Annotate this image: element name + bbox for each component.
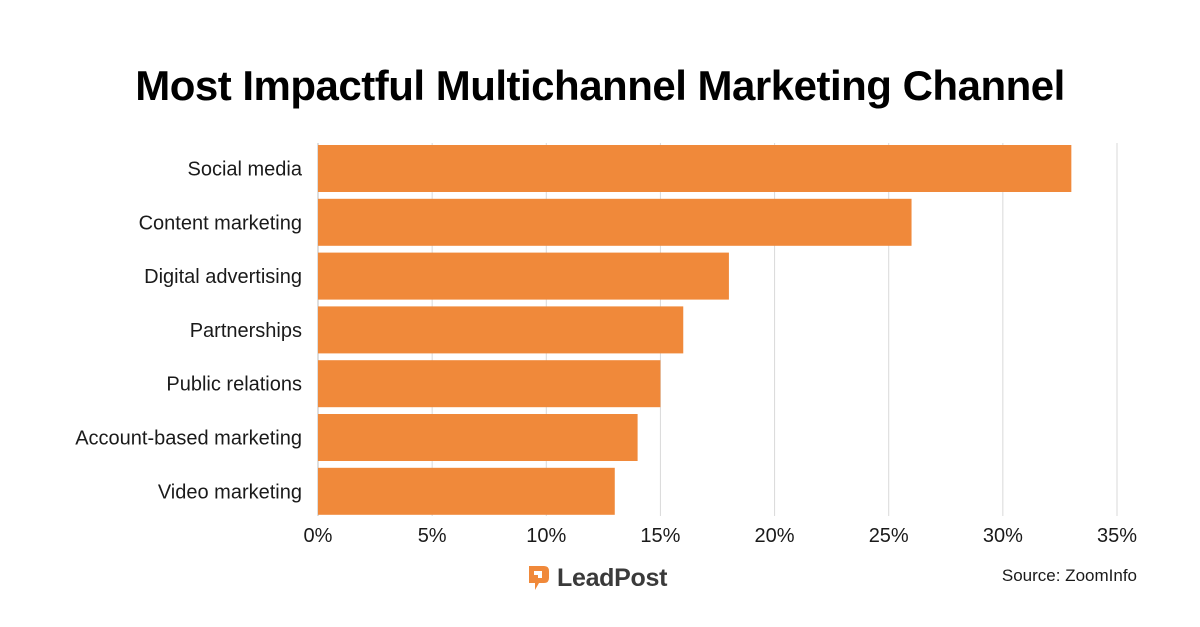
logo-text: LeadPost: [557, 563, 668, 592]
x-tick-label: 25%: [869, 525, 909, 547]
source-note: Source: ZoomInfo: [1001, 566, 1137, 585]
category-label: Public relations: [166, 374, 302, 396]
bar: [318, 467, 615, 515]
category-label: Video marketing: [158, 481, 302, 503]
bar: [318, 360, 661, 408]
leadpost-logo-icon: [529, 566, 549, 590]
bar: [318, 145, 1072, 192]
bar: [318, 306, 684, 354]
x-tick-label: 20%: [755, 525, 795, 547]
category-label: Account-based marketing: [75, 428, 302, 450]
x-tick-label: 10%: [526, 525, 566, 547]
category-label: Digital advertising: [144, 266, 302, 288]
category-label: Social media: [187, 159, 302, 181]
bars: [318, 145, 1072, 515]
category-label: Content marketing: [139, 212, 302, 234]
x-tick-label: 30%: [983, 525, 1023, 547]
x-tick-label: 5%: [418, 525, 447, 547]
bar: [318, 414, 638, 461]
x-tick-label: 35%: [1097, 525, 1137, 547]
category-labels: Social media Content marketing Digital adv…: [75, 159, 303, 504]
x-tick-label: 0%: [304, 525, 333, 547]
bar: [318, 198, 912, 246]
category-label: Partnerships: [190, 320, 302, 342]
bar: [318, 252, 729, 300]
x-tick-label: 15%: [640, 525, 680, 547]
x-tick-labels: 0% 5% 10% 15% 20% 25% 30% 35%: [304, 525, 1138, 547]
leadpost-logo: LeadPost: [527, 563, 667, 593]
chart-title: Most Impactful Multichannel Marketing Ch…: [135, 62, 1065, 109]
